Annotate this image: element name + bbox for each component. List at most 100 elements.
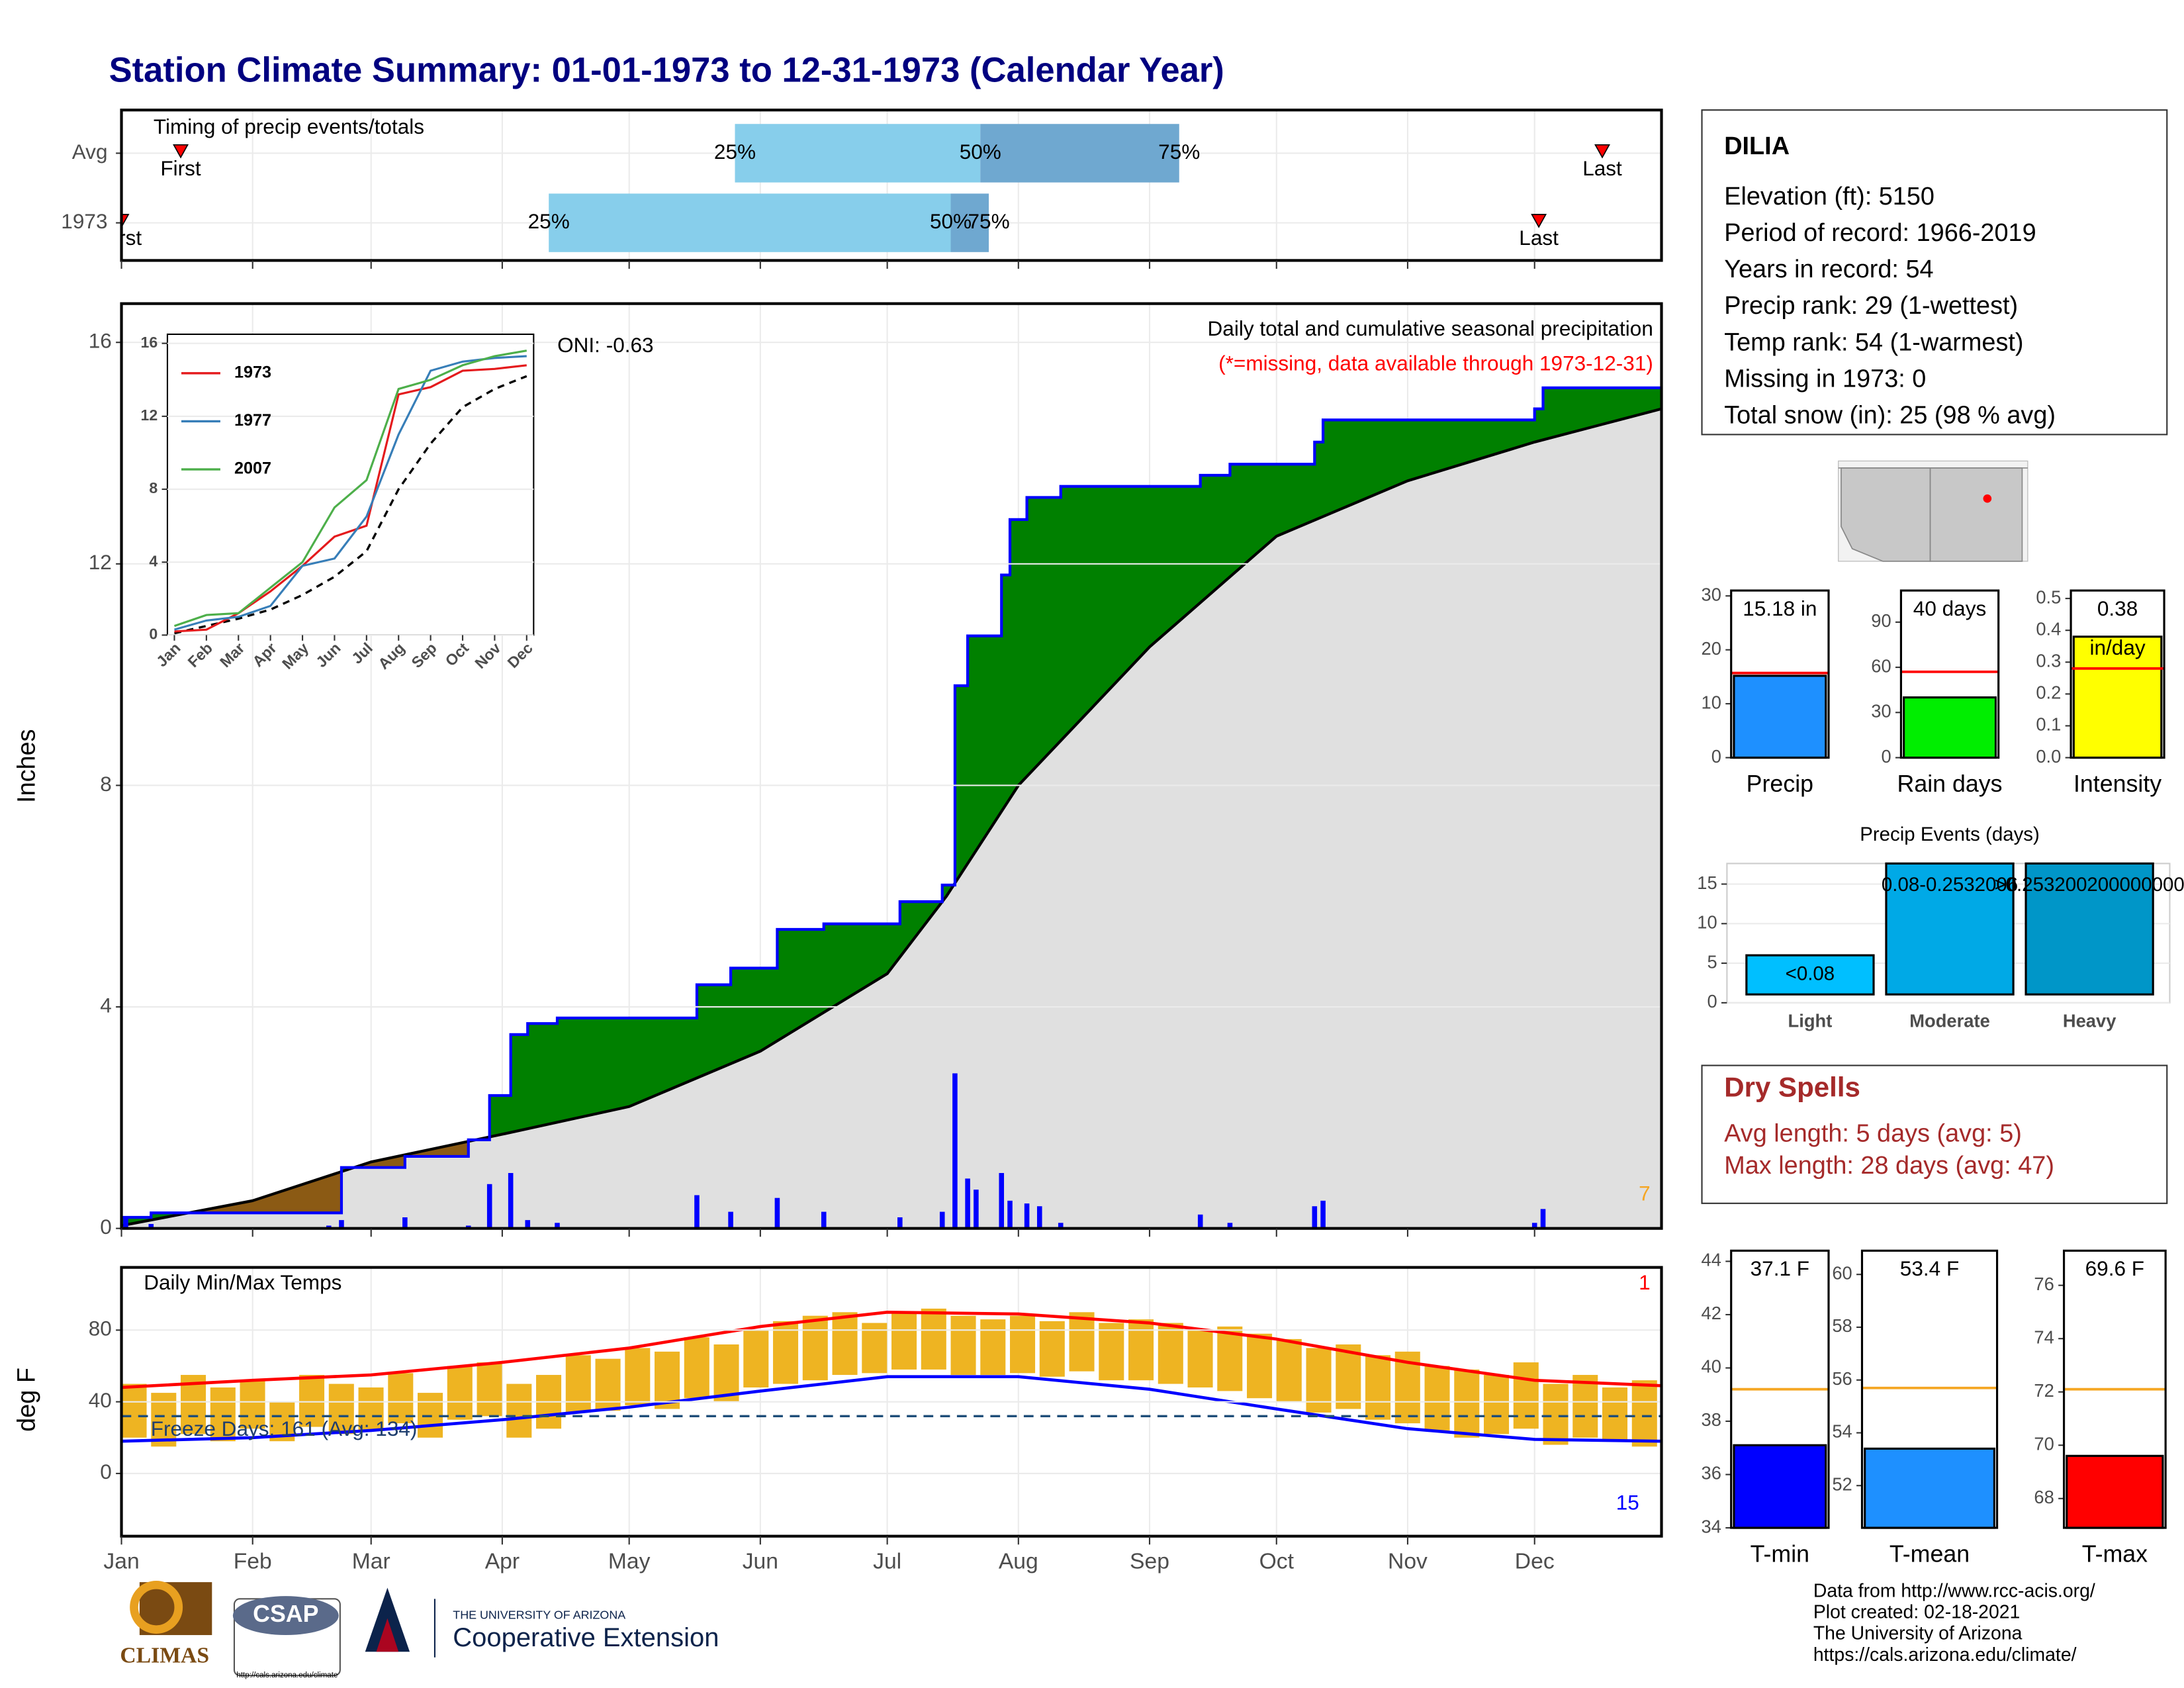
temp-bar	[1484, 1375, 1510, 1434]
temp-bar	[980, 1319, 1006, 1376]
category-label: Rain days	[1897, 771, 2003, 797]
event-label: Last	[1582, 156, 1622, 180]
y-tick-label: 16	[89, 329, 112, 353]
daily-bar	[339, 1220, 344, 1229]
event-marker	[1594, 144, 1610, 159]
panel-border	[120, 1266, 1663, 1538]
oni-label: ONI: -0.63	[557, 333, 654, 357]
category-label: Light	[1788, 1011, 1833, 1031]
climas-logo: CLIMAS	[120, 1643, 209, 1667]
quartile-bar	[549, 193, 951, 252]
daily-bar	[728, 1211, 733, 1229]
bin-label: <0.08	[1786, 962, 1835, 984]
average-area	[121, 408, 1662, 1229]
event-label: First	[160, 156, 201, 180]
credit-line: The University of Arizona	[1813, 1623, 2023, 1644]
csap-url: http://cals.arizona.edu/climate	[236, 1671, 338, 1679]
quartile-label: 50%	[960, 140, 1001, 164]
bin-label: 0.08-0.2532006	[1882, 874, 2018, 896]
summary-border	[1730, 589, 1830, 759]
y-tick-label: 0	[1711, 746, 1721, 767]
y-tick-label: 38	[1702, 1409, 1721, 1430]
quartile-label: 25%	[528, 209, 570, 233]
temp-bar	[477, 1362, 502, 1417]
y-tick-label: 80	[89, 1317, 112, 1340]
daily-bar	[1540, 1209, 1546, 1229]
temp-bar	[1543, 1383, 1569, 1445]
daily-bar	[402, 1217, 408, 1229]
x-tick-label: Dec	[1515, 1550, 1555, 1574]
y-tick-label: 0	[149, 626, 158, 643]
daily-bar	[148, 1224, 154, 1229]
summary-bar	[1733, 1444, 1827, 1529]
y-tick-label: 20	[1702, 638, 1721, 659]
count-label: 1	[1639, 1270, 1651, 1294]
quartile-label: 50%	[930, 209, 972, 233]
row-label: Avg	[72, 140, 108, 164]
summary-border	[1860, 1249, 1999, 1529]
station-line: Temp rank: 54 (1-warmest)	[1724, 328, 2023, 356]
x-tick-label: Oct	[1259, 1550, 1295, 1574]
daily-bar	[999, 1173, 1005, 1229]
x-tick-label: Feb	[234, 1550, 272, 1574]
x-tick-label: Aug	[999, 1550, 1038, 1574]
category-label: T-max	[2082, 1541, 2148, 1568]
category-label: T-mean	[1889, 1541, 1970, 1568]
y-tick-label: 30	[1702, 584, 1721, 604]
temp-bar	[565, 1355, 591, 1413]
quartile-label: 75%	[1158, 140, 1200, 164]
summary-bar	[1903, 696, 1997, 759]
temp-bar	[713, 1344, 739, 1402]
quartile-bar	[950, 193, 989, 252]
temp-bar	[655, 1351, 680, 1409]
y-tick-label: 74	[2034, 1327, 2054, 1347]
summary-bar	[1733, 675, 1827, 759]
y-tick-label: 0	[1707, 991, 1717, 1011]
y-tick-label: 0.2	[2036, 682, 2061, 703]
event-marker	[121, 214, 130, 228]
y-tick-label: 34	[1702, 1516, 1721, 1536]
temp-bar	[1602, 1387, 1628, 1442]
normal-max-line	[121, 1310, 1662, 1389]
temp-bar	[1306, 1348, 1332, 1413]
daily-bar	[821, 1211, 827, 1229]
temp-bar	[1099, 1323, 1124, 1381]
value-label: 69.6 F	[2085, 1256, 2144, 1280]
x-tick-label: Jul	[873, 1550, 901, 1574]
temp-bar	[950, 1315, 976, 1376]
y-tick-label: 0.4	[2036, 618, 2061, 639]
legend-label: 2007	[234, 459, 271, 478]
credit-line: Data from http://www.rcc-acis.org/	[1813, 1580, 2095, 1601]
temp-bar	[1572, 1375, 1598, 1438]
y-axis-label: Inches	[13, 729, 41, 803]
university-name: THE UNIVERSITY OF ARIZONA	[453, 1608, 625, 1621]
temp-bar	[832, 1312, 858, 1376]
station-line: Period of record: 1966-2019	[1724, 219, 2036, 247]
temp-bar	[1069, 1312, 1095, 1372]
y-tick-label: 16	[141, 334, 158, 351]
category-label: Precip	[1747, 771, 1813, 797]
temp-bar	[240, 1380, 265, 1429]
x-tick-label: Jan	[103, 1550, 139, 1574]
summary-border	[2062, 1249, 2167, 1529]
legend-label: 1973	[234, 363, 271, 382]
y-axis-label: deg F	[13, 1368, 41, 1432]
series-line	[174, 355, 527, 631]
station-line: Elevation (ft): 5150	[1724, 183, 1934, 211]
y-tick-label: 60	[1871, 655, 1891, 676]
y-tick-label: 44	[1702, 1250, 1721, 1270]
temp-bar	[1365, 1355, 1391, 1420]
temp-bar	[299, 1375, 325, 1427]
daily-bar	[555, 1223, 560, 1229]
value-label: 15.18 in	[1743, 596, 1817, 620]
temp-bar	[328, 1383, 354, 1434]
count-label: 15	[1616, 1491, 1639, 1515]
temp-bar	[1454, 1369, 1480, 1438]
daily-bar	[939, 1211, 945, 1229]
daily-bar	[1320, 1200, 1326, 1229]
panel-border	[120, 302, 1663, 1230]
summary-border	[1730, 1249, 1830, 1529]
y-tick-label: 72	[2034, 1380, 2054, 1401]
station-name: DILIA	[1724, 132, 1790, 160]
value-label: 37.1 F	[1751, 1256, 1809, 1280]
